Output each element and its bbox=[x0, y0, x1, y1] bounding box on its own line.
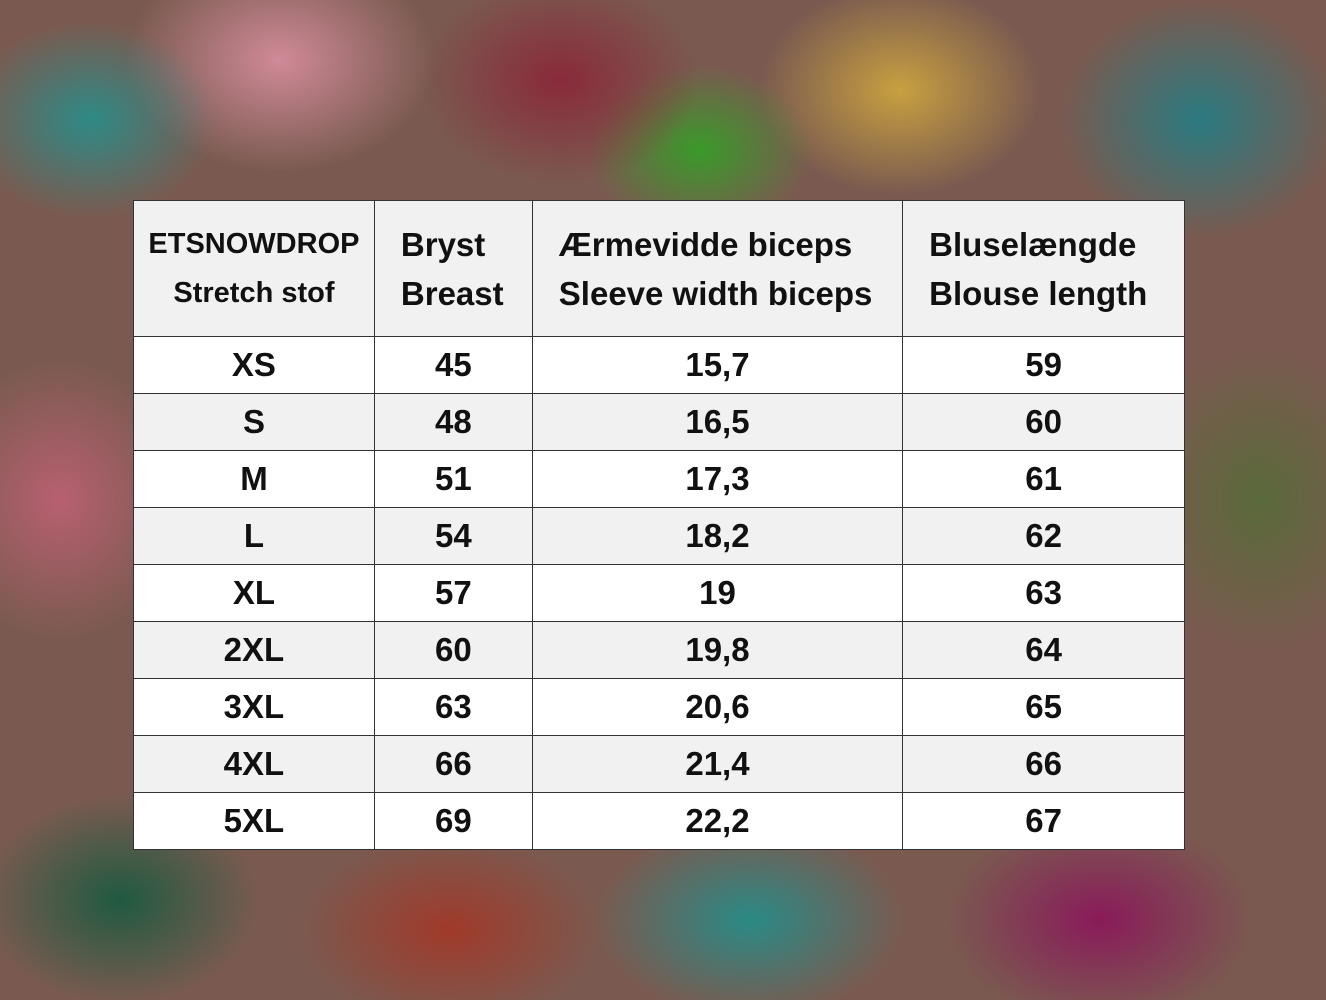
size-row: L 54 18,2 62 bbox=[133, 507, 1185, 565]
size-label: 5XL bbox=[133, 792, 375, 850]
size-label: M bbox=[133, 450, 375, 508]
size-label: XL bbox=[133, 564, 375, 622]
measurement: 61 bbox=[902, 450, 1185, 508]
header-line: Blouse length bbox=[929, 274, 1148, 312]
measurement: 51 bbox=[373, 450, 533, 508]
header-cell: Ærmevidde biceps Sleeve width biceps bbox=[531, 200, 904, 337]
size-label: 4XL bbox=[133, 735, 375, 793]
measurement: 67 bbox=[902, 792, 1185, 850]
measurement: 48 bbox=[373, 393, 533, 451]
measurement: 19 bbox=[531, 564, 904, 622]
header-line: Bluselængde bbox=[929, 225, 1137, 263]
measurement: 66 bbox=[902, 735, 1185, 793]
size-row: 4XL 66 21,4 66 bbox=[133, 735, 1185, 793]
measurement: 18,2 bbox=[531, 507, 904, 565]
header-line: Sleeve width biceps bbox=[558, 274, 873, 312]
measurement: 20,6 bbox=[531, 678, 904, 736]
header-line: Breast bbox=[400, 274, 504, 312]
size-label: L bbox=[133, 507, 375, 565]
measurement: 63 bbox=[902, 564, 1185, 622]
measurement: 60 bbox=[373, 621, 533, 679]
size-row: XL 57 19 63 bbox=[133, 564, 1185, 622]
measurement: 19,8 bbox=[531, 621, 904, 679]
size-table: ETSNOWDROP Stretch stof Bryst Breast Ærmevid… bbox=[133, 200, 1185, 850]
size-row: 5XL 69 22,2 67 bbox=[133, 792, 1185, 850]
measurement: 64 bbox=[902, 621, 1185, 679]
measurement: 17,3 bbox=[531, 450, 904, 508]
measurement: 54 bbox=[373, 507, 533, 565]
size-row: 3XL 63 20,6 65 bbox=[133, 678, 1185, 736]
header-row: ETSNOWDROP Stretch stof Bryst Breast Ærmevid… bbox=[133, 200, 1185, 337]
header-cell: Bluselængde Blouse length bbox=[902, 200, 1185, 337]
header-cell: Bryst Breast bbox=[373, 200, 533, 337]
measurement: 65 bbox=[902, 678, 1185, 736]
measurement: 45 bbox=[373, 336, 533, 394]
header-line: Bryst bbox=[400, 225, 486, 263]
header-line: ETSNOWDROP bbox=[148, 227, 360, 260]
size-row: XS 45 15,7 59 bbox=[133, 336, 1185, 394]
size-label: XS bbox=[133, 336, 375, 394]
measurement: 21,4 bbox=[531, 735, 904, 793]
header-cell: ETSNOWDROP Stretch stof bbox=[133, 200, 375, 337]
header-line: Stretch stof bbox=[173, 276, 335, 309]
measurement: 66 bbox=[373, 735, 533, 793]
size-row: M 51 17,3 61 bbox=[133, 450, 1185, 508]
measurement: 69 bbox=[373, 792, 533, 850]
size-row: S 48 16,5 60 bbox=[133, 393, 1185, 451]
size-row: 2XL 60 19,8 64 bbox=[133, 621, 1185, 679]
size-label: S bbox=[133, 393, 375, 451]
size-label: 2XL bbox=[133, 621, 375, 679]
measurement: 15,7 bbox=[531, 336, 904, 394]
header-line: Ærmevidde biceps bbox=[558, 225, 853, 263]
measurement: 16,5 bbox=[531, 393, 904, 451]
measurement: 57 bbox=[373, 564, 533, 622]
measurement: 62 bbox=[902, 507, 1185, 565]
measurement: 59 bbox=[902, 336, 1185, 394]
measurement: 63 bbox=[373, 678, 533, 736]
size-label: 3XL bbox=[133, 678, 375, 736]
measurement: 60 bbox=[902, 393, 1185, 451]
measurement: 22,2 bbox=[531, 792, 904, 850]
